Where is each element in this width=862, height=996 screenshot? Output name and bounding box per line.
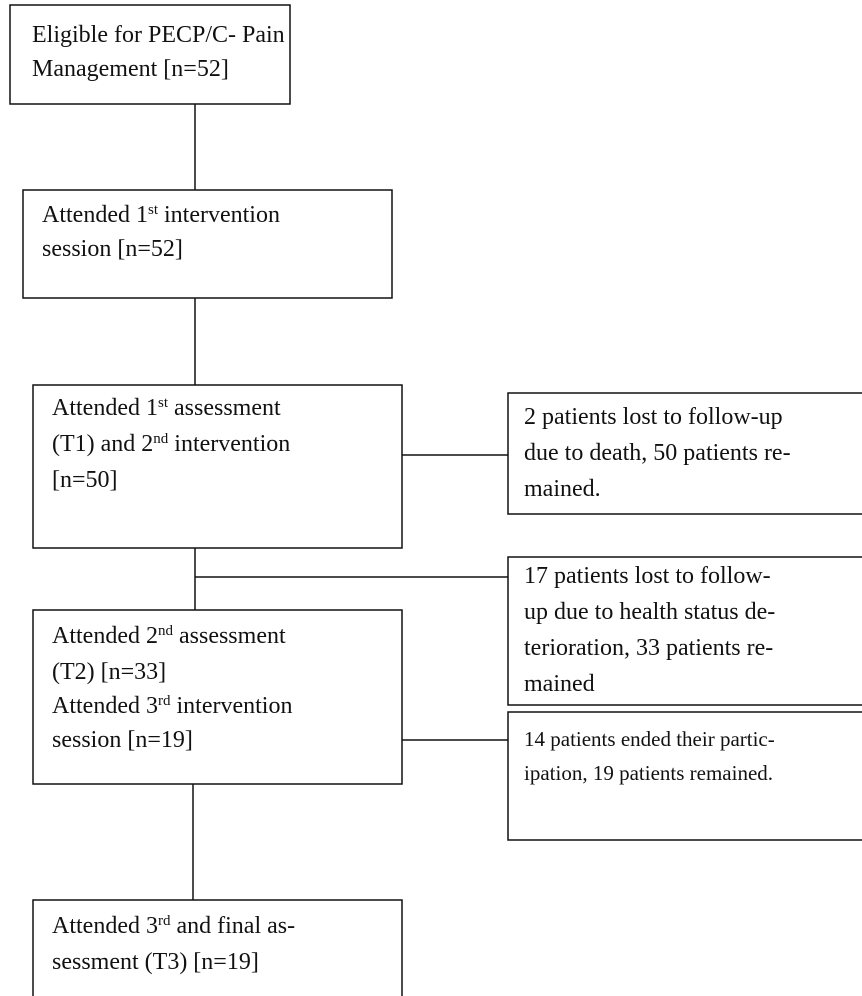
text-run: and final as- <box>170 913 295 939</box>
superscript: rd <box>158 693 171 709</box>
superscript: st <box>148 202 159 218</box>
node-text: [n=50] <box>52 467 118 493</box>
text-run: (T1) and 2 <box>52 431 153 457</box>
text-run: Management [n=52] <box>32 56 229 82</box>
text-run: session [n=52] <box>42 236 183 262</box>
node-text: Attended 3rd and final as- <box>52 913 295 939</box>
text-run: intervention <box>170 693 292 719</box>
node-text: Attended 3rd intervention <box>52 693 292 719</box>
node-text: Eligible for PECP/C- Pain <box>32 22 285 48</box>
exclusion-text: up due to health status de- <box>524 599 775 625</box>
node-box <box>32 609 403 785</box>
text-run: 17 patients lost to follow- <box>524 563 771 589</box>
text-run: [n=50] <box>52 467 118 493</box>
text-run: mained. <box>524 476 601 502</box>
node-text: Attended 1st assessment <box>52 395 281 421</box>
text-run: intervention <box>168 431 290 457</box>
exclusion-box <box>507 556 862 706</box>
superscript: nd <box>158 623 174 639</box>
text-run: up due to health status de- <box>524 599 775 625</box>
node-box <box>9 4 291 105</box>
text-run: mained <box>524 671 595 697</box>
text-run: Attended 1 <box>42 202 148 228</box>
exclusion-box <box>507 392 862 515</box>
exclusion-text: terioration, 33 patients re- <box>524 635 773 661</box>
exclusion-text: 2 patients lost to follow-up <box>524 404 783 430</box>
node-text: session [n=19] <box>52 727 193 753</box>
node-text: Attended 1st intervention <box>42 202 280 228</box>
superscript: rd <box>158 913 171 929</box>
text-run: due to death, 50 patients re- <box>524 440 791 466</box>
node-text: Management [n=52] <box>32 56 229 82</box>
exclusion-box <box>507 711 862 841</box>
node-box <box>32 384 403 549</box>
text-run: sessment (T3) [n=19] <box>52 949 259 975</box>
node-text: (T2) [n=33] <box>52 659 166 685</box>
superscript: nd <box>153 431 169 447</box>
text-run: 2 patients lost to follow-up <box>524 404 783 430</box>
exclusion-text: 14 patients ended their partic- <box>524 727 775 751</box>
node-text: (T1) and 2nd intervention <box>52 431 290 457</box>
text-run: Eligible for PECP/C- Pain <box>32 22 285 48</box>
exclusion-text: due to death, 50 patients re- <box>524 440 791 466</box>
exclusion-text: mained <box>524 671 595 697</box>
text-run: ipation, 19 patients remained. <box>524 761 773 785</box>
node-text: Attended 2nd assessment <box>52 623 286 649</box>
superscript: st <box>158 395 169 411</box>
text-run: 14 patients ended their partic- <box>524 727 775 751</box>
text-run: Attended 3 <box>52 693 158 719</box>
text-run: Attended 1 <box>52 395 158 421</box>
text-run: (T2) [n=33] <box>52 659 166 685</box>
text-run: intervention <box>158 202 280 228</box>
text-run: Attended 2 <box>52 623 158 649</box>
text-run: terioration, 33 patients re- <box>524 635 773 661</box>
text-run: assessment <box>168 395 281 421</box>
text-run: Attended 3 <box>52 913 158 939</box>
exclusion-text: 17 patients lost to follow- <box>524 563 771 589</box>
node-box <box>32 899 403 996</box>
node-box <box>22 189 393 299</box>
exclusion-text: mained. <box>524 476 601 502</box>
text-run: assessment <box>173 623 286 649</box>
node-text: sessment (T3) [n=19] <box>52 949 259 975</box>
exclusion-text: ipation, 19 patients remained. <box>524 761 773 785</box>
text-run: session [n=19] <box>52 727 193 753</box>
node-text: session [n=52] <box>42 236 183 262</box>
